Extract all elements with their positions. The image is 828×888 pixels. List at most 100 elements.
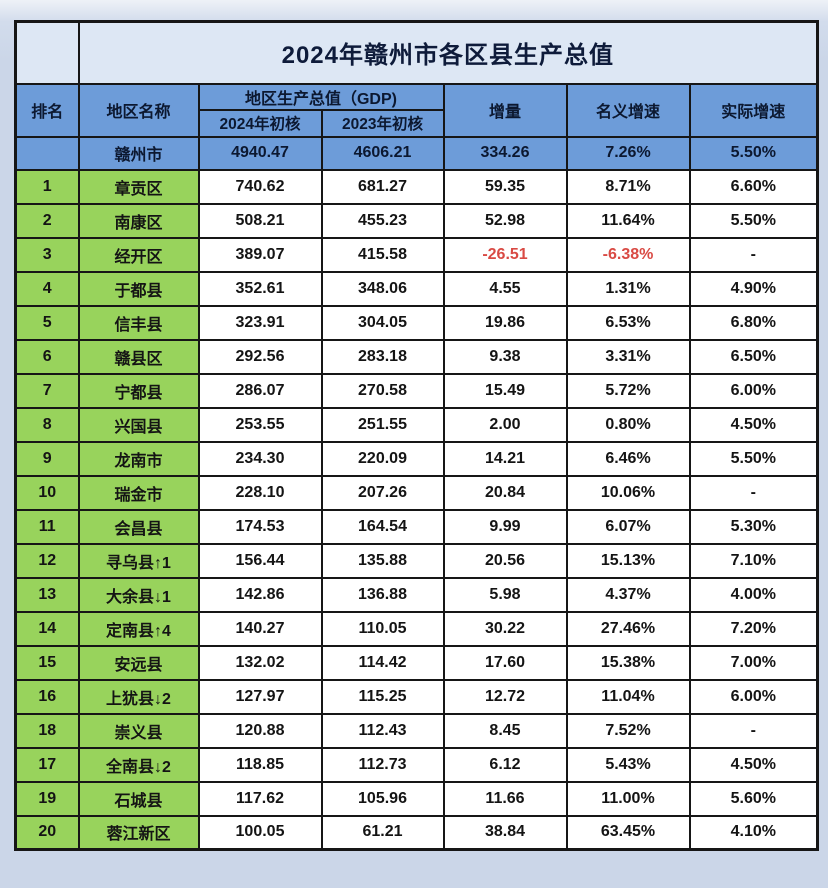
region-cell: 赣州市	[77, 135, 200, 171]
table-body: 赣州市 4940.47 4606.21 334.26 7.26% 5.50% 1 章贡区 740…	[14, 135, 819, 851]
nominal-growth-cell: 11.04%	[565, 678, 691, 715]
increment-cell: 4.55	[442, 270, 568, 307]
region-cell: 崇义县	[77, 712, 200, 749]
rank-cell: 5	[14, 304, 80, 341]
gdp-2024-cell: 100.05	[197, 814, 323, 851]
table-row: 4 于都县 352.61 348.06 4.55 1.31% 4.90%	[14, 270, 819, 307]
nominal-growth-cell: 10.06%	[565, 474, 691, 511]
nominal-growth-cell: 15.38%	[565, 644, 691, 681]
region-cell: 定南县↑4	[77, 610, 200, 647]
real-growth-cell: 4.00%	[688, 576, 819, 613]
region-cell: 经开区	[77, 236, 200, 273]
gdp-2024-cell: 234.30	[197, 440, 323, 477]
table-row: 15 安远县 132.02 114.42 17.60 15.38% 7.00%	[14, 644, 819, 681]
real-growth-cell: 4.50%	[688, 406, 819, 443]
real-growth-cell: 4.10%	[688, 814, 819, 851]
region-cell: 上犹县↓2	[77, 678, 200, 715]
region-cell: 南康区	[77, 202, 200, 239]
gdp-table: 2024年赣州市各区县生产总值 排名 地区名称 地区生产总值（GDP) 增量 名…	[14, 20, 820, 851]
rank-cell: 6	[14, 338, 80, 375]
table-row: 7 宁都县 286.07 270.58 15.49 5.72% 6.00%	[14, 372, 819, 409]
gdp-2023-cell: 251.55	[320, 406, 445, 443]
gdp-2024-cell: 117.62	[197, 780, 323, 817]
real-growth-cell: 6.50%	[688, 338, 819, 375]
rank-cell: 3	[14, 236, 80, 273]
gdp-2023-cell: 135.88	[320, 542, 445, 579]
gdp-2023-cell: 112.43	[320, 712, 445, 749]
increment-cell: 59.35	[442, 168, 568, 205]
increment-cell: 15.49	[442, 372, 568, 409]
increment-cell: 8.45	[442, 712, 568, 749]
real-growth-cell: 4.90%	[688, 270, 819, 307]
nominal-growth-cell: 11.64%	[565, 202, 691, 239]
real-growth-cell: 6.00%	[688, 372, 819, 409]
table-row: 19 石城县 117.62 105.96 11.66 11.00% 5.60%	[14, 780, 819, 817]
gdp-2023-cell: 283.18	[320, 338, 445, 375]
gdp-2023-cell: 4606.21	[320, 135, 445, 171]
table-row: 20 蓉江新区 100.05 61.21 38.84 63.45% 4.10%	[14, 814, 819, 851]
corner-cell	[14, 20, 80, 85]
header-rank: 排名	[14, 82, 80, 138]
gdp-2024-cell: 389.07	[197, 236, 323, 273]
nominal-growth-cell: 11.00%	[565, 780, 691, 817]
table-row: 10 瑞金市 228.10 207.26 20.84 10.06% -	[14, 474, 819, 511]
increment-cell: 11.66	[442, 780, 568, 817]
real-growth-cell: -	[688, 236, 819, 273]
region-cell: 蓉江新区	[77, 814, 200, 851]
rank-cell: 17	[14, 746, 80, 783]
region-cell: 寻乌县↑1	[77, 542, 200, 579]
gdp-2023-cell: 207.26	[320, 474, 445, 511]
table-row: 11 会昌县 174.53 164.54 9.99 6.07% 5.30%	[14, 508, 819, 545]
gdp-2024-cell: 508.21	[197, 202, 323, 239]
real-growth-cell: 6.00%	[688, 678, 819, 715]
region-cell: 龙南市	[77, 440, 200, 477]
nominal-growth-cell: 3.31%	[565, 338, 691, 375]
rank-cell: 11	[14, 508, 80, 545]
rank-cell: 4	[14, 270, 80, 307]
increment-cell: 9.99	[442, 508, 568, 545]
gdp-2023-cell: 105.96	[320, 780, 445, 817]
rank-cell: 18	[14, 712, 80, 749]
table-row: 3 经开区 389.07 415.58 -26.51 -6.38% -	[14, 236, 819, 273]
nominal-growth-cell: 8.71%	[565, 168, 691, 205]
real-growth-cell: 6.80%	[688, 304, 819, 341]
nominal-growth-cell: 6.53%	[565, 304, 691, 341]
real-growth-cell: 5.30%	[688, 508, 819, 545]
gdp-2024-cell: 142.86	[197, 576, 323, 613]
increment-cell: 17.60	[442, 644, 568, 681]
page-title: 2024年赣州市各区县生产总值	[77, 20, 819, 85]
gdp-2023-cell: 115.25	[320, 678, 445, 715]
nominal-growth-cell: 27.46%	[565, 610, 691, 647]
header-row-sub: 2024年初核 2023年初核	[16, 108, 818, 138]
gdp-2024-cell: 132.02	[197, 644, 323, 681]
region-cell: 信丰县	[77, 304, 200, 341]
table-row: 16 上犹县↓2 127.97 115.25 12.72 11.04% 6.00%	[14, 678, 819, 715]
nominal-growth-cell: 7.26%	[565, 135, 691, 171]
table-row: 14 定南县↑4 140.27 110.05 30.22 27.46% 7.20%	[14, 610, 819, 647]
header-gdp-group: 地区生产总值（GDP)	[197, 82, 445, 111]
increment-cell: 334.26	[442, 135, 568, 171]
gdp-2023-cell: 455.23	[320, 202, 445, 239]
increment-cell: 19.86	[442, 304, 568, 341]
header-nominal-growth: 名义增速	[565, 82, 691, 138]
region-cell: 兴国县	[77, 406, 200, 443]
gdp-2023-cell: 220.09	[320, 440, 445, 477]
table-row: 5 信丰县 323.91 304.05 19.86 6.53% 6.80%	[14, 304, 819, 341]
increment-cell: 2.00	[442, 406, 568, 443]
increment-cell: 9.38	[442, 338, 568, 375]
region-cell: 会昌县	[77, 508, 200, 545]
rank-cell: 16	[14, 678, 80, 715]
header-region: 地区名称	[77, 82, 200, 138]
table-row: 18 崇义县 120.88 112.43 8.45 7.52% -	[14, 712, 819, 749]
table-row: 2 南康区 508.21 455.23 52.98 11.64% 5.50%	[14, 202, 819, 239]
rank-cell: 14	[14, 610, 80, 647]
real-growth-cell: 7.00%	[688, 644, 819, 681]
gdp-2023-cell: 415.58	[320, 236, 445, 273]
region-cell: 章贡区	[77, 168, 200, 205]
nominal-growth-cell: -6.38%	[565, 236, 691, 273]
header-gdp-2023: 2023年初核	[320, 108, 445, 138]
gdp-2023-cell: 164.54	[320, 508, 445, 545]
gdp-2023-cell: 348.06	[320, 270, 445, 307]
gdp-2024-cell: 253.55	[197, 406, 323, 443]
increment-cell: -26.51	[442, 236, 568, 273]
